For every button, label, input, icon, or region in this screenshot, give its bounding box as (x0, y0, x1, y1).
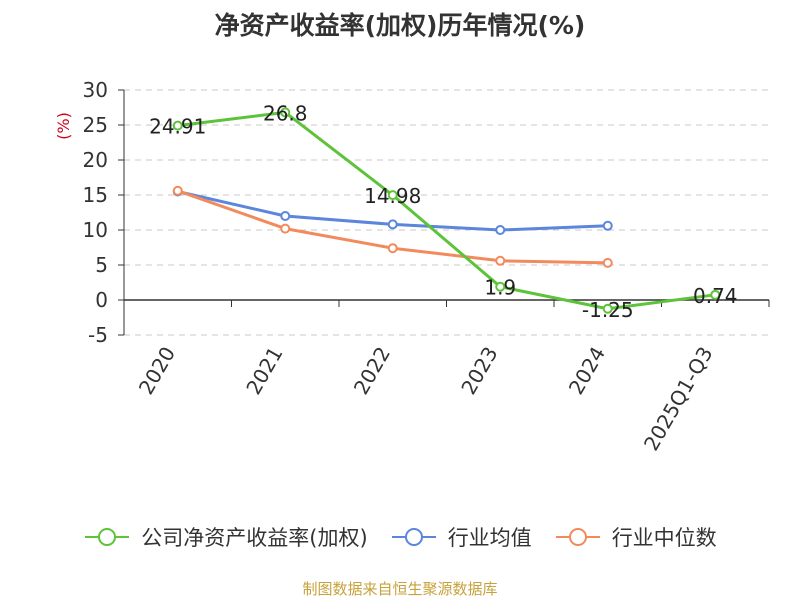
y-tick-label: 5 (95, 253, 108, 277)
data-point (710, 289, 721, 300)
legend-swatch-icon (555, 528, 600, 546)
data-label: 14.98 (364, 184, 421, 208)
data-label: 26.8 (263, 101, 308, 125)
legend-item[interactable]: 行业中位数 (554, 522, 717, 552)
data-label: 1.9 (484, 276, 516, 300)
x-tick-label: 2020 (134, 343, 180, 399)
legend-item[interactable]: 行业均值 (390, 522, 532, 552)
y-axis-label: (%) (54, 112, 73, 140)
chart-title: 净资产收益率(加权)历年情况(%) (214, 11, 586, 40)
series-line (177, 110, 716, 311)
x-tick-label: 2021 (241, 343, 287, 399)
data-point (602, 220, 613, 231)
data-point (495, 225, 506, 235)
legend-swatch-icon (391, 528, 436, 546)
data-point (495, 255, 506, 266)
data-label: -1.25 (582, 298, 634, 322)
data-point (387, 190, 398, 201)
x-tick-label: 2022 (349, 343, 395, 399)
legend-swatch-icon (85, 528, 130, 546)
data-label: 0.74 (693, 284, 738, 308)
legend-label: 公司净资产收益率(加权) (141, 526, 368, 550)
data-point (280, 211, 291, 221)
y-tick-label: 10 (83, 218, 108, 242)
data-point (280, 223, 291, 234)
data-point (172, 185, 183, 196)
y-tick-label: 25 (83, 113, 108, 137)
data-point (602, 257, 613, 268)
legend-label: 行业均值 (447, 526, 532, 550)
y-tick-label: -5 (88, 323, 108, 347)
y-tick-label: 0 (95, 288, 108, 312)
legend-item[interactable]: 公司净资产收益率(加权) (83, 522, 368, 552)
x-tick-label: 2024 (564, 343, 610, 399)
x-tick-label: 2023 (456, 343, 502, 399)
data-point (280, 107, 291, 118)
y-tick-label: 15 (83, 183, 108, 207)
legend: 公司净资产收益率(加权) 行业均值 行业中位数 (0, 522, 800, 552)
x-tick-label: 2025Q1-Q3 (639, 343, 718, 455)
source-note: 制图数据来自恒生聚源数据库 (302, 580, 498, 598)
legend-label: 行业中位数 (611, 526, 717, 550)
y-tick-label: 20 (83, 148, 108, 172)
data-point (172, 120, 183, 131)
data-point (387, 243, 398, 254)
data-point (495, 281, 506, 292)
data-point (387, 219, 398, 230)
data-label: 24.91 (149, 115, 206, 139)
data-point (602, 303, 613, 314)
y-tick-label: 30 (83, 78, 108, 102)
